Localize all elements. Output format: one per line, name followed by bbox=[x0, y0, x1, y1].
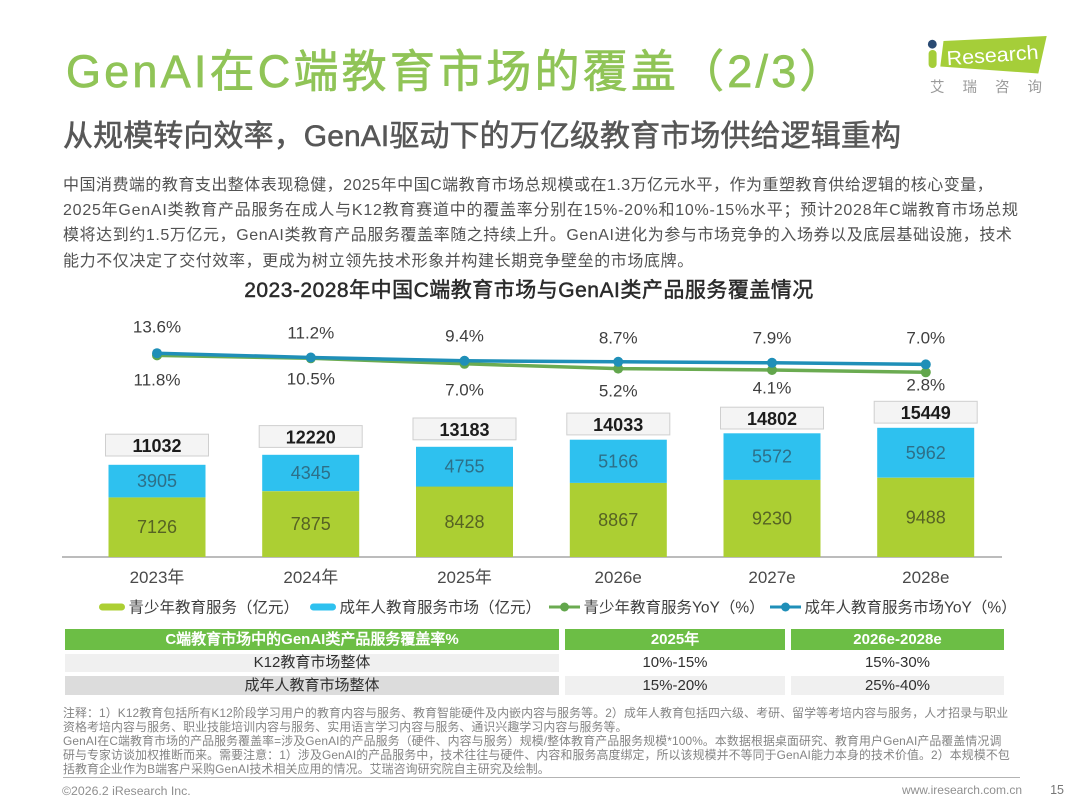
svg-text:8867: 8867 bbox=[598, 510, 638, 530]
svg-text:11032: 11032 bbox=[132, 436, 181, 456]
svg-text:7875: 7875 bbox=[291, 514, 331, 534]
svg-text:2026e: 2026e bbox=[595, 568, 642, 587]
svg-text:2025年: 2025年 bbox=[437, 568, 492, 587]
svg-text:4345: 4345 bbox=[291, 463, 331, 483]
svg-text:14802: 14802 bbox=[747, 409, 797, 429]
svg-text:2023年: 2023年 bbox=[130, 568, 185, 587]
svg-text:11.2%: 11.2% bbox=[287, 324, 334, 343]
svg-text:7.0%: 7.0% bbox=[445, 381, 484, 400]
svg-text:13.6%: 13.6% bbox=[133, 318, 181, 337]
svg-text:5962: 5962 bbox=[906, 443, 946, 463]
svg-text:2024年: 2024年 bbox=[283, 568, 338, 587]
svg-text:8.7%: 8.7% bbox=[599, 329, 638, 348]
svg-text:15449: 15449 bbox=[901, 403, 951, 423]
svg-text:7.0%: 7.0% bbox=[906, 329, 945, 348]
svg-text:7126: 7126 bbox=[137, 517, 177, 537]
svg-text:4755: 4755 bbox=[444, 457, 484, 477]
svg-text:8428: 8428 bbox=[444, 512, 484, 532]
svg-text:14033: 14033 bbox=[593, 415, 643, 435]
svg-text:10.5%: 10.5% bbox=[287, 370, 335, 389]
svg-text:2027e: 2027e bbox=[748, 568, 795, 587]
svg-text:成年人教育服务市场（亿元）: 成年人教育服务市场（亿元） bbox=[340, 599, 542, 617]
svg-text:5.2%: 5.2% bbox=[599, 382, 638, 401]
svg-text:12220: 12220 bbox=[286, 427, 336, 447]
svg-text:13183: 13183 bbox=[439, 420, 489, 440]
svg-text:成年人教育服务市场YoY（%）: 成年人教育服务市场YoY（%） bbox=[805, 599, 1017, 617]
svg-text:青少年教育服务YoY（%）: 青少年教育服务YoY（%） bbox=[584, 599, 765, 617]
svg-text:4.1%: 4.1% bbox=[753, 379, 792, 398]
svg-text:7.9%: 7.9% bbox=[753, 329, 792, 348]
svg-text:9.4%: 9.4% bbox=[445, 327, 484, 346]
svg-text:5166: 5166 bbox=[598, 451, 638, 471]
svg-text:5572: 5572 bbox=[752, 447, 792, 467]
svg-text:青少年教育服务（亿元）: 青少年教育服务（亿元） bbox=[129, 599, 300, 617]
svg-text:9230: 9230 bbox=[752, 508, 792, 528]
svg-text:3905: 3905 bbox=[137, 471, 177, 491]
svg-text:9488: 9488 bbox=[906, 507, 946, 527]
svg-text:2028e: 2028e bbox=[902, 568, 949, 587]
svg-text:艾瑞咨询: 艾瑞咨询 bbox=[930, 79, 1060, 96]
svg-text:2.8%: 2.8% bbox=[906, 376, 945, 395]
svg-text:11.8%: 11.8% bbox=[134, 371, 181, 390]
